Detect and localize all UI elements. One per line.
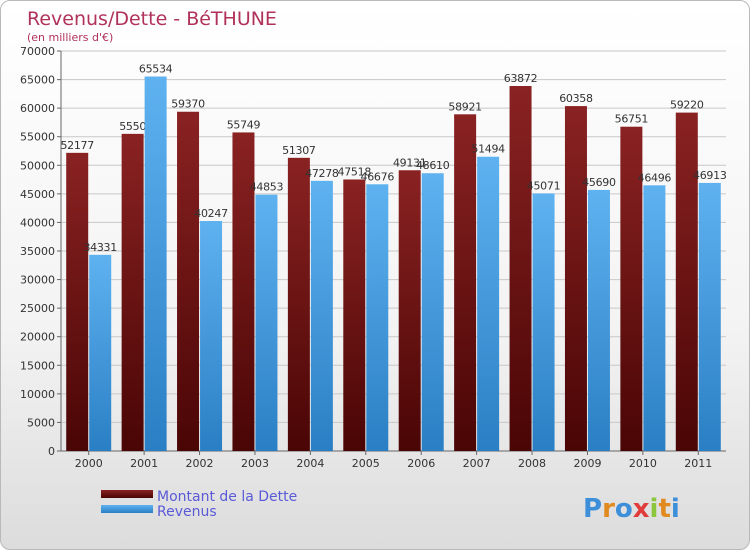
- legend-swatch-debt: [101, 490, 153, 498]
- bar-group: 52177 34331 5550 65534 59370 40247 55749 44853 5…: [60, 63, 727, 452]
- bar-revenue: [587, 189, 610, 451]
- data-label-revenue: 48610: [416, 159, 450, 172]
- y-tick-label: 60000: [20, 102, 55, 115]
- x-tick-label: 2003: [241, 457, 269, 470]
- bar-revenue: [144, 76, 167, 452]
- bar-debt: [620, 126, 643, 452]
- data-label-debt: 51307: [282, 144, 316, 157]
- data-label-debt: 59220: [670, 99, 704, 112]
- legend-label-revenue: Revenus: [157, 504, 217, 520]
- bar-debt: [287, 157, 310, 451]
- proxiti-logo: Proxiti: [583, 494, 680, 524]
- logo-letter: i: [650, 494, 659, 524]
- x-tick-label: 2000: [75, 457, 103, 470]
- legend-swatch-revenue: [101, 505, 153, 513]
- x-tick-label: 2008: [518, 457, 546, 470]
- logo-letter: x: [633, 494, 650, 524]
- logo-letter: o: [615, 494, 633, 524]
- bar-revenue: [698, 182, 721, 451]
- y-tick-label: 0: [48, 445, 55, 458]
- logo-letter: t: [658, 494, 670, 524]
- bar-debt: [66, 152, 89, 452]
- legend-label-debt: Montant de la Dette: [157, 489, 297, 505]
- data-label-revenue: 40247: [194, 207, 228, 220]
- y-tick-label: 5000: [27, 416, 55, 429]
- grid-lines: [61, 50, 726, 452]
- legend: Montant de la Dette Revenus: [101, 489, 297, 520]
- bar-revenue: [255, 194, 278, 451]
- bar-revenue: [89, 254, 112, 451]
- y-tick-label: 30000: [20, 274, 55, 287]
- bar-revenue: [366, 184, 389, 451]
- bar-debt: [232, 132, 255, 452]
- y-tick-label: 25000: [20, 302, 55, 315]
- chart-title: Revenus/Dette - BéTHUNE: [27, 8, 277, 30]
- x-tick-label: 2005: [352, 457, 380, 470]
- bar-debt: [454, 114, 477, 452]
- data-label-revenue: 47278: [305, 167, 339, 180]
- data-label-debt: 5550: [119, 120, 146, 133]
- data-label-debt: 56751: [615, 113, 649, 126]
- data-label-debt: 58921: [448, 100, 482, 113]
- logo-wordmark: Proxiti: [583, 494, 680, 524]
- bar-revenue: [200, 221, 223, 451]
- y-tick-label: 65000: [20, 74, 55, 87]
- data-label-debt: 59370: [171, 98, 205, 111]
- x-tick-label: 2006: [407, 457, 435, 470]
- bar-revenue: [421, 173, 444, 451]
- data-label-revenue: 46496: [638, 171, 672, 184]
- bar-revenue: [477, 156, 500, 451]
- logo-letter: r: [602, 494, 615, 524]
- data-label-revenue: 44853: [250, 181, 284, 194]
- x-tick-label: 2011: [684, 457, 712, 470]
- data-label-revenue: 45690: [582, 176, 616, 189]
- bar-debt: [509, 86, 532, 451]
- data-label-debt: 52177: [60, 139, 94, 152]
- bar-debt: [564, 106, 587, 452]
- y-tick-label: 55000: [20, 131, 55, 144]
- bar-debt: [398, 170, 421, 451]
- y-axis-ticks: 0 5000 10000 15000 20000 25000 30000 35000 40000…: [20, 45, 726, 458]
- data-label-debt: 63872: [504, 72, 538, 85]
- logo-letter: P: [583, 494, 602, 524]
- data-label-revenue: 46676: [361, 170, 395, 183]
- data-label-revenue: 46913: [693, 169, 727, 182]
- data-label-debt: 55749: [227, 118, 261, 131]
- y-tick-label: 50000: [20, 159, 55, 172]
- logo-letter: i: [671, 494, 680, 524]
- x-tick-label: 2001: [130, 457, 158, 470]
- bar-debt: [121, 133, 144, 451]
- data-label-revenue: 45071: [527, 179, 561, 192]
- data-label-revenue: 51494: [471, 143, 505, 156]
- bar-revenue: [532, 193, 555, 452]
- y-tick-label: 45000: [20, 188, 55, 201]
- bar-revenue: [310, 180, 333, 451]
- data-label-revenue: 34331: [83, 241, 117, 254]
- bar-debt: [675, 112, 698, 451]
- data-label-revenue: 65534: [139, 63, 173, 76]
- y-tick-label: 35000: [20, 245, 55, 258]
- y-tick-label: 70000: [20, 45, 55, 58]
- data-label-debt: 60358: [559, 92, 593, 105]
- y-tick-label: 10000: [20, 388, 55, 401]
- x-tick-label: 2007: [463, 457, 491, 470]
- data-label-debt: 49131: [393, 156, 427, 169]
- y-tick-label: 20000: [20, 331, 55, 344]
- bar-debt: [343, 179, 366, 451]
- data-label-debt: 47518: [338, 165, 372, 178]
- x-tick-label: 2010: [629, 457, 657, 470]
- bar-revenue: [643, 185, 666, 451]
- x-tick-label: 2002: [186, 457, 214, 470]
- chart-subtitle: (en milliers d'€): [27, 31, 113, 44]
- x-axis-ticks: 2000 2001 2002 2003 2004 2005 2006 2007 2008 2009…: [75, 451, 712, 470]
- x-tick-label: 2009: [573, 457, 601, 470]
- y-tick-label: 40000: [20, 216, 55, 229]
- y-tick-label: 15000: [20, 359, 55, 372]
- x-tick-label: 2004: [296, 457, 324, 470]
- bar-debt: [177, 111, 200, 451]
